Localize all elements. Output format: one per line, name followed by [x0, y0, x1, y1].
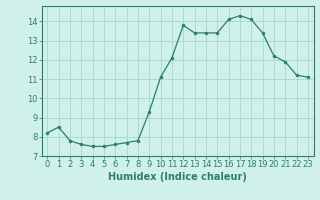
X-axis label: Humidex (Indice chaleur): Humidex (Indice chaleur) [108, 172, 247, 182]
